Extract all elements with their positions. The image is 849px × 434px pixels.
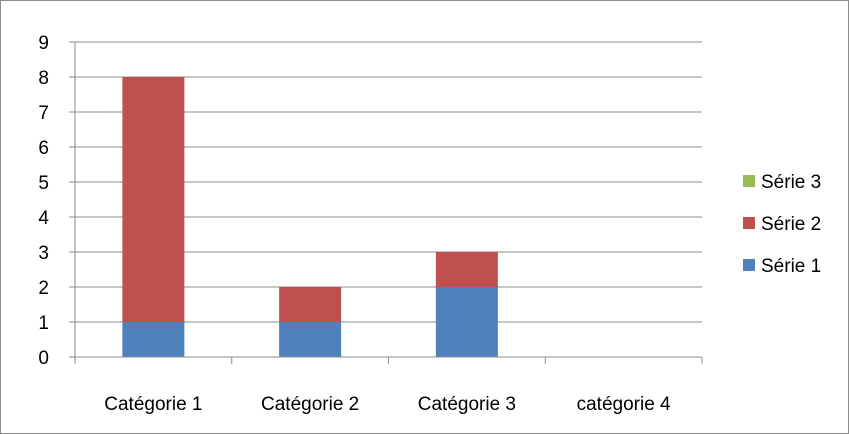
bar-segment: [122, 322, 185, 357]
bar-segment: [435, 287, 498, 357]
x-tick-label: Catégorie 3: [418, 394, 516, 415]
bars: [122, 77, 498, 357]
y-tick-label: 7: [38, 103, 49, 124]
y-tick-label: 6: [38, 138, 49, 159]
y-tick-label: 5: [38, 173, 49, 194]
y-tick-label: 2: [38, 278, 49, 299]
legend-swatch: [743, 259, 755, 271]
y-tick-label: 3: [38, 243, 49, 264]
legend: Série 3 Série 2 Série 1: [743, 172, 821, 277]
legend-swatch: [743, 217, 755, 229]
y-tick-label: 0: [38, 348, 49, 369]
bar-segment: [435, 252, 498, 287]
x-tick-label: Catégorie 1: [104, 394, 202, 415]
x-tick-label: catégorie 4: [577, 394, 671, 415]
y-tick-label: 9: [38, 33, 49, 54]
legend-label: Série 3: [761, 172, 821, 193]
bar-segment: [279, 287, 342, 322]
x-tick-label: Catégorie 2: [261, 394, 359, 415]
y-tick-label: 4: [38, 208, 49, 229]
legend-swatch: [743, 175, 755, 187]
x-tick-labels: Catégorie 1 Catégorie 2 Catégorie 3 catégor…: [104, 394, 671, 415]
y-tick-label: 8: [38, 68, 49, 89]
y-tick-label: 1: [38, 313, 49, 334]
axes: [69, 41, 703, 364]
y-tick-labels: 0 1 2 3 4 5 6 7 8 9: [38, 33, 49, 369]
legend-label: Série 2: [761, 214, 821, 235]
bar-segment: [122, 77, 185, 322]
legend-label: Série 1: [761, 256, 821, 277]
bar-segment: [279, 322, 342, 357]
